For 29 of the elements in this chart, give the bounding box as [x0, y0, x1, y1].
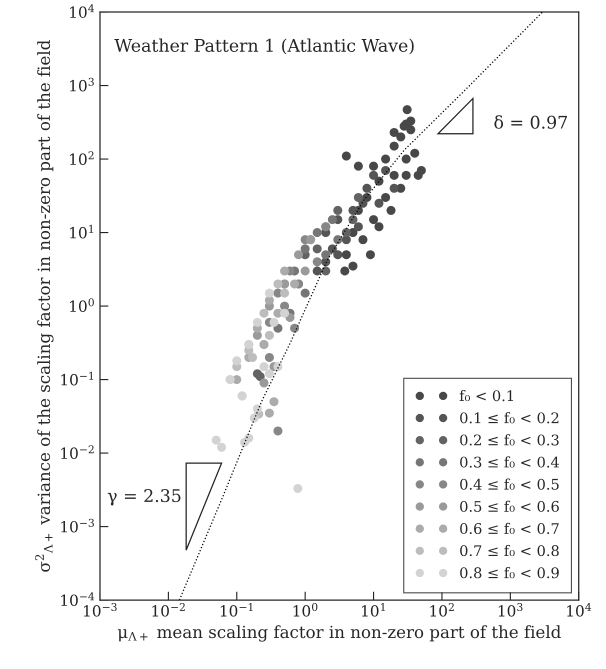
- x-tick-label: 10$^{3}$: [498, 602, 522, 617]
- y-tick-label: 10$^{−1}$: [61, 372, 94, 386]
- y-tick-label: 10$^{−2}$: [61, 445, 94, 459]
- y-tick-label: 10$^{3}$: [70, 78, 94, 92]
- annotation: γ = 2.35: [108, 489, 180, 506]
- legend-label: 0.8 ≤ f₀ < 0.9: [460, 567, 559, 578]
- x-tick-label: 10$^{1}$: [362, 602, 385, 617]
- legend-label: 0.4 ≤ f₀ < 0.5: [460, 478, 559, 490]
- x-tick-label: 10$^{−1}$: [220, 602, 253, 617]
- x-tick-label: 10$^{−2}$: [152, 602, 185, 617]
- text: Weather Pattern 1 (Atlantic Wave): [114, 38, 414, 54]
- legend-label: 0.7 ≤ f₀ < 0.8: [460, 544, 559, 556]
- legend-label: f₀ < 0.1: [460, 390, 514, 402]
- y-tick-label: 10$^{0}$: [70, 298, 94, 312]
- y-tick-label: 10$^{−3}$: [61, 518, 94, 532]
- y-tick-label: 10$^{4}$: [70, 4, 94, 18]
- x-axis-title: μ$_{Λ+}$ mean scaling factor in non-zero part of the field: [118, 625, 561, 642]
- annotation: δ = 0.97: [494, 115, 567, 129]
- y-tick-label: 10$^{2}$: [70, 151, 94, 165]
- y-tick-label: 10$^{1}$: [70, 224, 94, 238]
- x-tick-label: 10$^{2}$: [430, 602, 454, 617]
- legend-label: 0.6 ≤ f₀ < 0.7: [460, 522, 559, 534]
- y-axis-title: σ$^{2}$$_{Λ+}$ variance of the scaling factor in non-zero part of the field: [35, 40, 54, 572]
- x-tick-label: 10$^{0}$: [294, 602, 318, 617]
- legend-label: 0.1 ≤ f₀ < 0.2: [460, 412, 558, 424]
- legend-label: 0.5 ≤ f₀ < 0.6: [460, 500, 559, 512]
- legend-label: 0.2 ≤ f₀ < 0.3: [460, 434, 559, 446]
- legend-label: 0.3 ≤ f₀ < 0.4: [460, 456, 560, 468]
- x-tick-label: 10$^{4}$: [567, 602, 592, 617]
